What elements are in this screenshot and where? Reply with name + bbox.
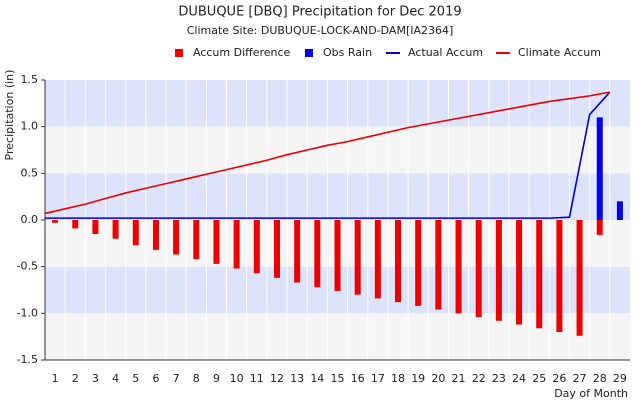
x-tick-label: 5 <box>132 372 139 385</box>
x-tick-label: 10 <box>230 372 244 385</box>
bar <box>273 220 280 278</box>
bar <box>253 220 260 274</box>
legend-label: Accum Difference <box>193 46 291 59</box>
bar <box>193 220 200 260</box>
bar <box>314 220 321 288</box>
grid-band <box>45 313 630 360</box>
x-tick-label: 21 <box>452 372 466 385</box>
bar <box>455 220 462 314</box>
y-tick-label: 1.5 <box>21 73 39 86</box>
bar <box>334 220 341 291</box>
bar <box>475 220 482 318</box>
y-tick-label: -1.0 <box>17 306 38 319</box>
legend-label: Obs Rain <box>323 46 372 59</box>
bar <box>132 220 139 246</box>
bar <box>52 220 59 223</box>
chart-subtitle: Climate Site: DUBUQUE-LOCK-AND-DAM[IA236… <box>187 24 454 37</box>
bar <box>616 201 623 220</box>
x-tick-label: 19 <box>411 372 425 385</box>
legend-label: Climate Accum <box>518 46 601 59</box>
x-tick-label: 20 <box>431 372 445 385</box>
x-tick-label: 3 <box>92 372 99 385</box>
bar <box>596 220 603 235</box>
legend-swatch <box>305 49 313 57</box>
bar <box>294 220 301 283</box>
x-tick-label: 22 <box>472 372 486 385</box>
bar <box>112 220 119 239</box>
bar <box>395 220 402 303</box>
grid-band <box>45 80 630 127</box>
bar <box>233 220 240 269</box>
x-tick-label: 8 <box>193 372 200 385</box>
bar <box>435 220 442 310</box>
x-tick-label: 11 <box>250 372 264 385</box>
x-tick-label: 26 <box>552 372 566 385</box>
bar <box>556 220 563 332</box>
bar <box>516 220 523 325</box>
x-tick-label: 27 <box>573 372 587 385</box>
x-tick-label: 9 <box>213 372 220 385</box>
y-axis-label: Precipitation (in) <box>3 70 16 161</box>
bar <box>72 220 79 229</box>
x-tick-label: 23 <box>492 372 506 385</box>
x-tick-label: 28 <box>593 372 607 385</box>
y-tick-label: 0.5 <box>21 166 39 179</box>
x-tick-label: 17 <box>371 372 385 385</box>
bar <box>415 220 422 306</box>
grid-band <box>45 126 630 174</box>
line <box>45 91 611 219</box>
legend-swatch <box>175 49 183 57</box>
bar <box>213 220 220 264</box>
x-tick-label: 24 <box>512 372 526 385</box>
x-tick-label: 25 <box>532 372 546 385</box>
x-tick-label: 14 <box>310 372 324 385</box>
y-tick-label: -0.5 <box>17 260 38 273</box>
line <box>44 91 610 215</box>
x-tick-label: 6 <box>152 372 159 385</box>
x-tick-label: 16 <box>351 372 365 385</box>
x-tick-label: 18 <box>391 372 405 385</box>
x-tick-label: 4 <box>112 372 119 385</box>
bar <box>354 220 361 295</box>
x-tick-label: 15 <box>331 372 345 385</box>
bar <box>596 117 603 220</box>
bar <box>374 220 381 299</box>
x-axis-label: Day of Month <box>554 387 628 400</box>
y-tick-label: 0.0 <box>21 213 39 226</box>
bar <box>173 220 180 255</box>
x-tick-label: 7 <box>173 372 180 385</box>
x-tick-label: 2 <box>72 372 79 385</box>
chart-title: DUBUQUE [DBQ] Precipitation for Dec 2019 <box>178 5 461 20</box>
x-tick-label: 13 <box>290 372 304 385</box>
y-tick-label: -1.5 <box>17 353 38 366</box>
legend-label: Actual Accum <box>408 46 483 59</box>
grid-band <box>45 173 630 220</box>
bar <box>536 220 543 329</box>
y-tick-label: 1.0 <box>21 120 39 133</box>
bar <box>576 220 583 336</box>
bar <box>152 220 159 250</box>
x-tick-label: 29 <box>613 372 627 385</box>
x-tick-label: 12 <box>270 372 284 385</box>
bar <box>92 220 99 234</box>
x-tick-label: 1 <box>52 372 59 385</box>
bar <box>495 220 502 321</box>
